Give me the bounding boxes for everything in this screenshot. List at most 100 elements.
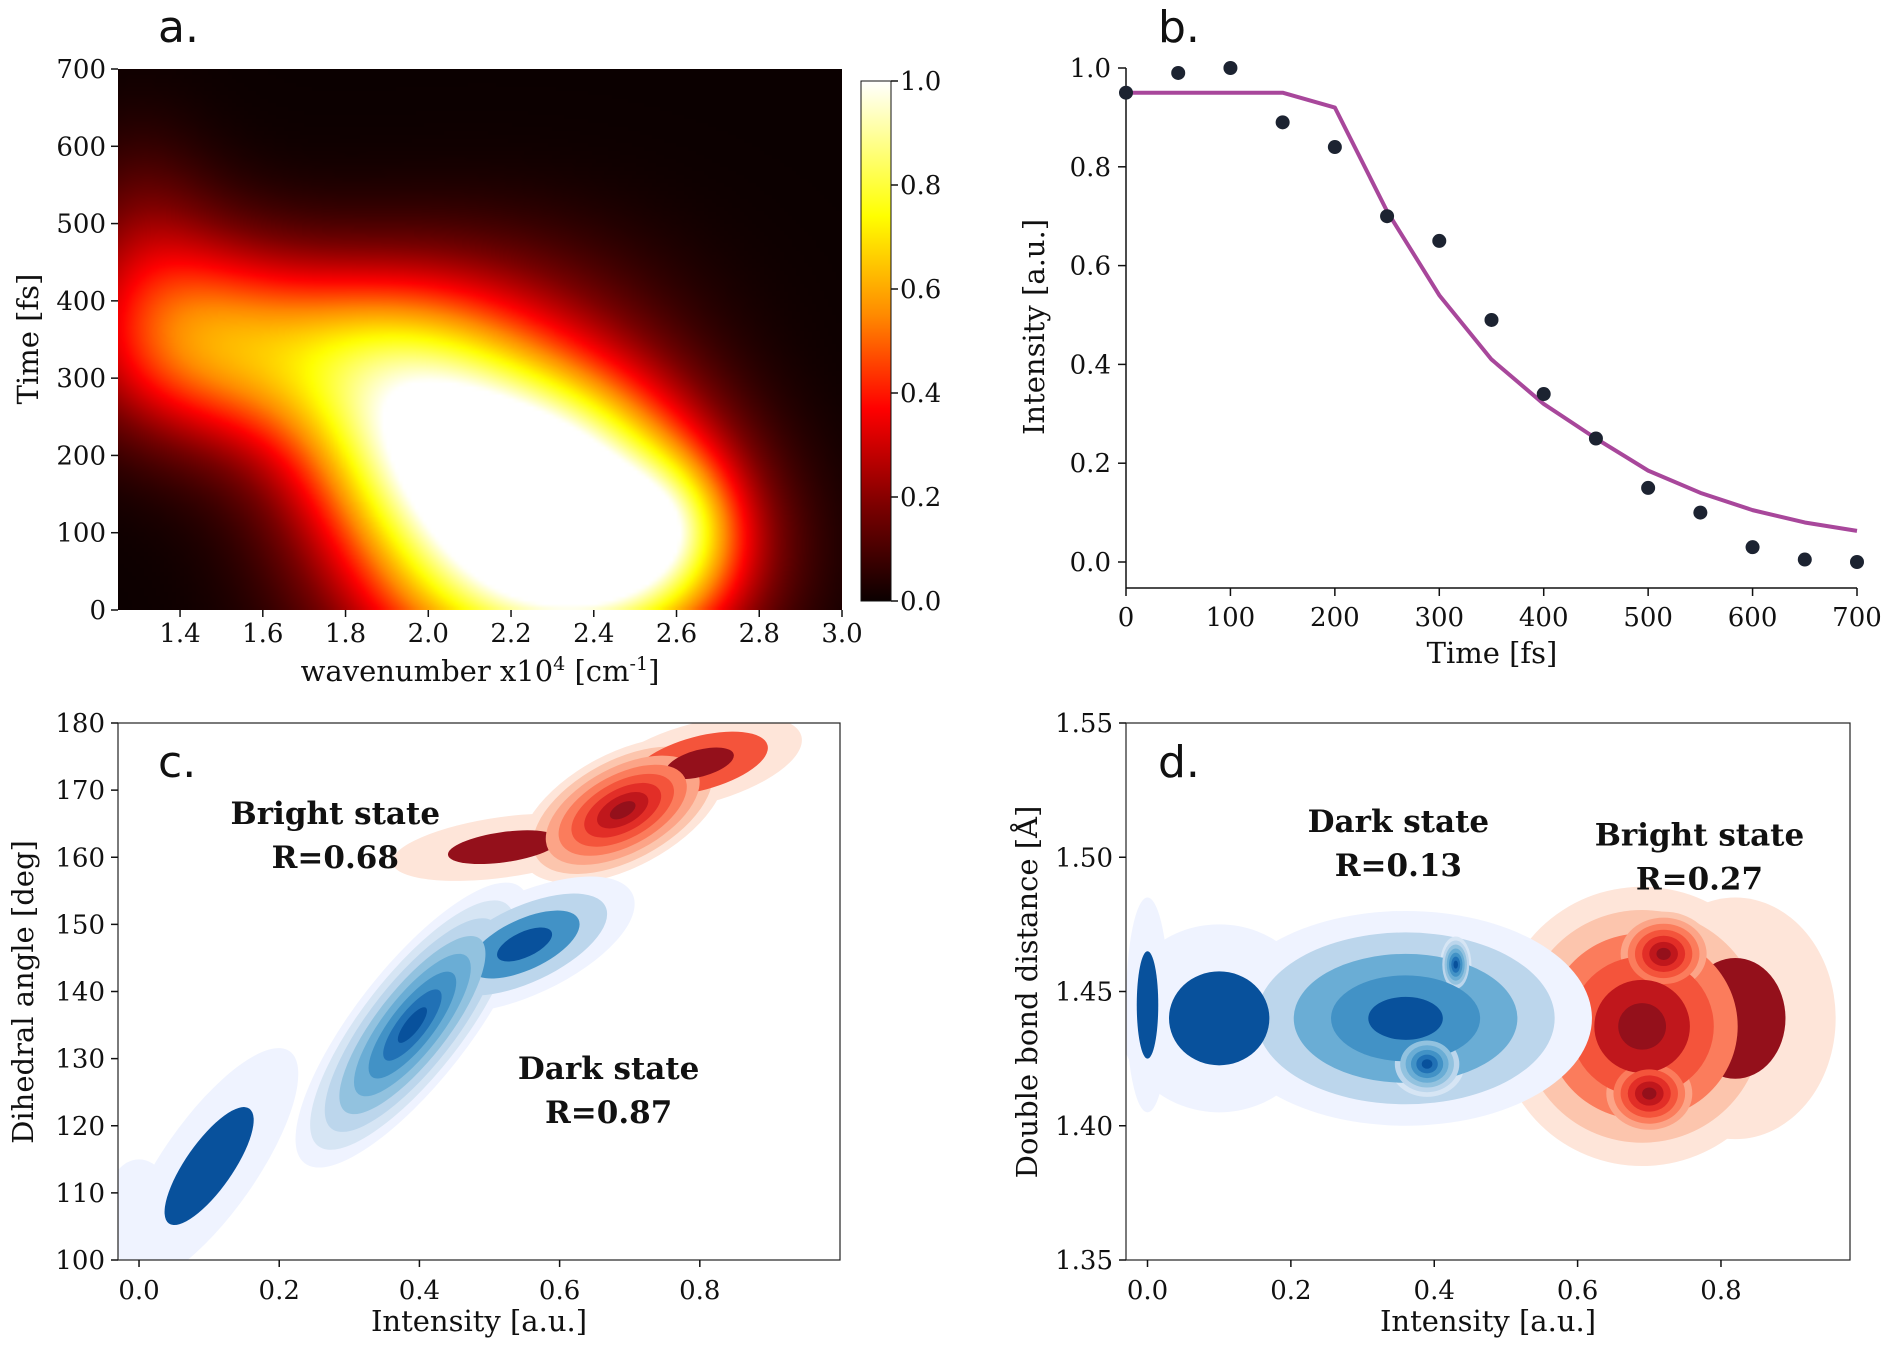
y-tick-label: 0.8 bbox=[1070, 153, 1111, 183]
data-point bbox=[1484, 312, 1499, 327]
data-point bbox=[1171, 65, 1186, 80]
y-tick-label: 0.4 bbox=[1070, 350, 1111, 380]
bright-state-r-c: R=0.68 bbox=[272, 840, 399, 876]
x-tick-label: 1.8 bbox=[325, 619, 366, 649]
x-tick-label: 0.6 bbox=[1557, 1276, 1598, 1306]
bright-state-label-d: Bright state bbox=[1595, 817, 1805, 853]
x-tick-label: 0.8 bbox=[1700, 1276, 1741, 1306]
dark-state-label-d: Dark state bbox=[1308, 804, 1489, 840]
panel-a-ylabel: Time [fs] bbox=[11, 274, 45, 405]
y-tick-label: 120 bbox=[55, 1112, 105, 1142]
y-tick-label: 110 bbox=[55, 1179, 105, 1209]
panel-d-ticks: 0.0 0.2 0.4 0.6 0.8 1.35 1.40 1.45 1.50 1.55 bbox=[1055, 709, 1742, 1306]
x-tick-label: 0.4 bbox=[399, 1276, 440, 1306]
panel-d: d. 0.0 0.2 0.4 0.6 0.8 1.35 1.40 1.45 1.50 1.55 B… bbox=[1009, 709, 1851, 1338]
bright-state-density bbox=[392, 723, 802, 884]
contour-level bbox=[1136, 951, 1159, 1059]
y-tick-label: 0.2 bbox=[1070, 449, 1111, 479]
panel-c: c. 0.0 0.2 0.4 0.6 0.8 100 110 120 130 140 150 160 1… bbox=[6, 709, 841, 1338]
y-tick-label: 300 bbox=[56, 364, 106, 394]
y-tick-label: 0.6 bbox=[1070, 252, 1111, 282]
colorbar-tick-label: 0.8 bbox=[900, 171, 941, 201]
x-tick-label: 0.6 bbox=[539, 1276, 580, 1306]
y-tick-label: 130 bbox=[55, 1045, 105, 1075]
data-point bbox=[1119, 85, 1133, 100]
contour-level bbox=[1618, 1003, 1667, 1050]
dark-state-density bbox=[1126, 897, 1592, 1126]
y-tick-label: 0 bbox=[89, 596, 106, 626]
y-tick-label: 400 bbox=[56, 287, 106, 317]
x-tick-label: 0.2 bbox=[259, 1276, 300, 1306]
x-tick-label: 700 bbox=[1832, 603, 1882, 633]
panel-b-ticks: 0 100 200 300 400 500 600 700 0.0 0.2 0.4 0.6 0.8 1.0 bbox=[1070, 54, 1882, 633]
dark-state-label-c: Dark state bbox=[518, 1051, 699, 1087]
panel-a-xlabel: wavenumber x104 [cm-1] bbox=[301, 653, 660, 688]
x-tick-label: 600 bbox=[1728, 603, 1778, 633]
data-points bbox=[1119, 61, 1864, 569]
colorbar-tick-label: 1.0 bbox=[900, 67, 941, 97]
data-point bbox=[1327, 140, 1342, 155]
x-tick-label: 0.0 bbox=[118, 1276, 159, 1306]
heatmap-canvas bbox=[118, 69, 842, 610]
contour-level bbox=[1169, 971, 1270, 1066]
contour-level bbox=[1421, 1059, 1433, 1069]
panel-c-contours bbox=[118, 723, 802, 1260]
y-tick-label: 1.55 bbox=[1055, 709, 1113, 739]
panel-d-letter: d. bbox=[1158, 737, 1200, 788]
y-tick-label: 100 bbox=[55, 1246, 105, 1276]
x-tick-label: 2.6 bbox=[656, 619, 697, 649]
x-tick-label: 0.4 bbox=[1414, 1276, 1455, 1306]
contour-level bbox=[497, 927, 553, 962]
bright-state-density bbox=[1498, 886, 1836, 1167]
heatmap-area bbox=[118, 69, 842, 610]
y-tick-label: 200 bbox=[56, 441, 106, 471]
data-point bbox=[1693, 505, 1708, 520]
data-point bbox=[1641, 480, 1656, 495]
y-tick-label: 0.0 bbox=[1070, 548, 1111, 578]
colorbar-tick-label: 0.0 bbox=[900, 587, 941, 617]
y-tick-label: 600 bbox=[56, 132, 106, 162]
x-tick-label: 300 bbox=[1414, 603, 1464, 633]
contour-level bbox=[609, 801, 636, 820]
data-point bbox=[1380, 209, 1395, 224]
y-tick-label: 500 bbox=[56, 210, 106, 240]
data-point bbox=[1850, 555, 1864, 569]
dark-state-r-d: R=0.13 bbox=[1335, 848, 1462, 884]
y-tick-label: 1.45 bbox=[1055, 978, 1113, 1008]
panel-a-letter: a. bbox=[158, 2, 199, 53]
y-tick-label: 1.35 bbox=[1055, 1246, 1113, 1276]
panel-d-contours bbox=[1126, 886, 1836, 1167]
y-tick-label: 1.50 bbox=[1055, 843, 1113, 873]
bright-state-r-d: R=0.27 bbox=[1636, 861, 1763, 897]
x-tick-label: 1.4 bbox=[159, 619, 200, 649]
fit-line bbox=[1126, 90, 1858, 533]
y-tick-label: 1.0 bbox=[1070, 54, 1111, 84]
x-tick-label: 0.8 bbox=[679, 1276, 720, 1306]
dark-state-density bbox=[118, 876, 635, 1260]
x-tick-label: 2.8 bbox=[739, 619, 780, 649]
contour-level bbox=[447, 830, 560, 865]
data-point bbox=[1223, 61, 1238, 75]
contour-level bbox=[118, 1159, 175, 1260]
y-tick-label: 100 bbox=[56, 519, 106, 549]
contour-level bbox=[1656, 947, 1671, 960]
contour-level bbox=[1453, 960, 1458, 969]
data-point bbox=[1588, 431, 1603, 446]
data-point bbox=[1536, 387, 1551, 402]
panel-c-ticks: 0.0 0.2 0.4 0.6 0.8 100 110 120 130 140 150 160 170 1… bbox=[55, 709, 720, 1306]
colorbar-tick-label: 0.2 bbox=[900, 483, 941, 513]
colorbar bbox=[860, 80, 892, 602]
contour-level bbox=[397, 1007, 428, 1043]
y-tick-label: 160 bbox=[55, 843, 105, 873]
x-tick-label: 0.2 bbox=[1270, 1276, 1311, 1306]
bright-state-label-c: Bright state bbox=[231, 796, 441, 832]
x-tick-label: 0 bbox=[1118, 603, 1135, 633]
contour-level bbox=[1642, 1087, 1657, 1100]
dark-state-r-c: R=0.87 bbox=[545, 1095, 672, 1131]
contour-level bbox=[164, 1107, 254, 1226]
colorbar-tick-label: 0.6 bbox=[900, 275, 941, 305]
y-tick-label: 700 bbox=[56, 55, 106, 85]
x-tick-label: 3.0 bbox=[821, 619, 862, 649]
data-point bbox=[1797, 552, 1812, 567]
y-tick-label: 140 bbox=[55, 978, 105, 1008]
